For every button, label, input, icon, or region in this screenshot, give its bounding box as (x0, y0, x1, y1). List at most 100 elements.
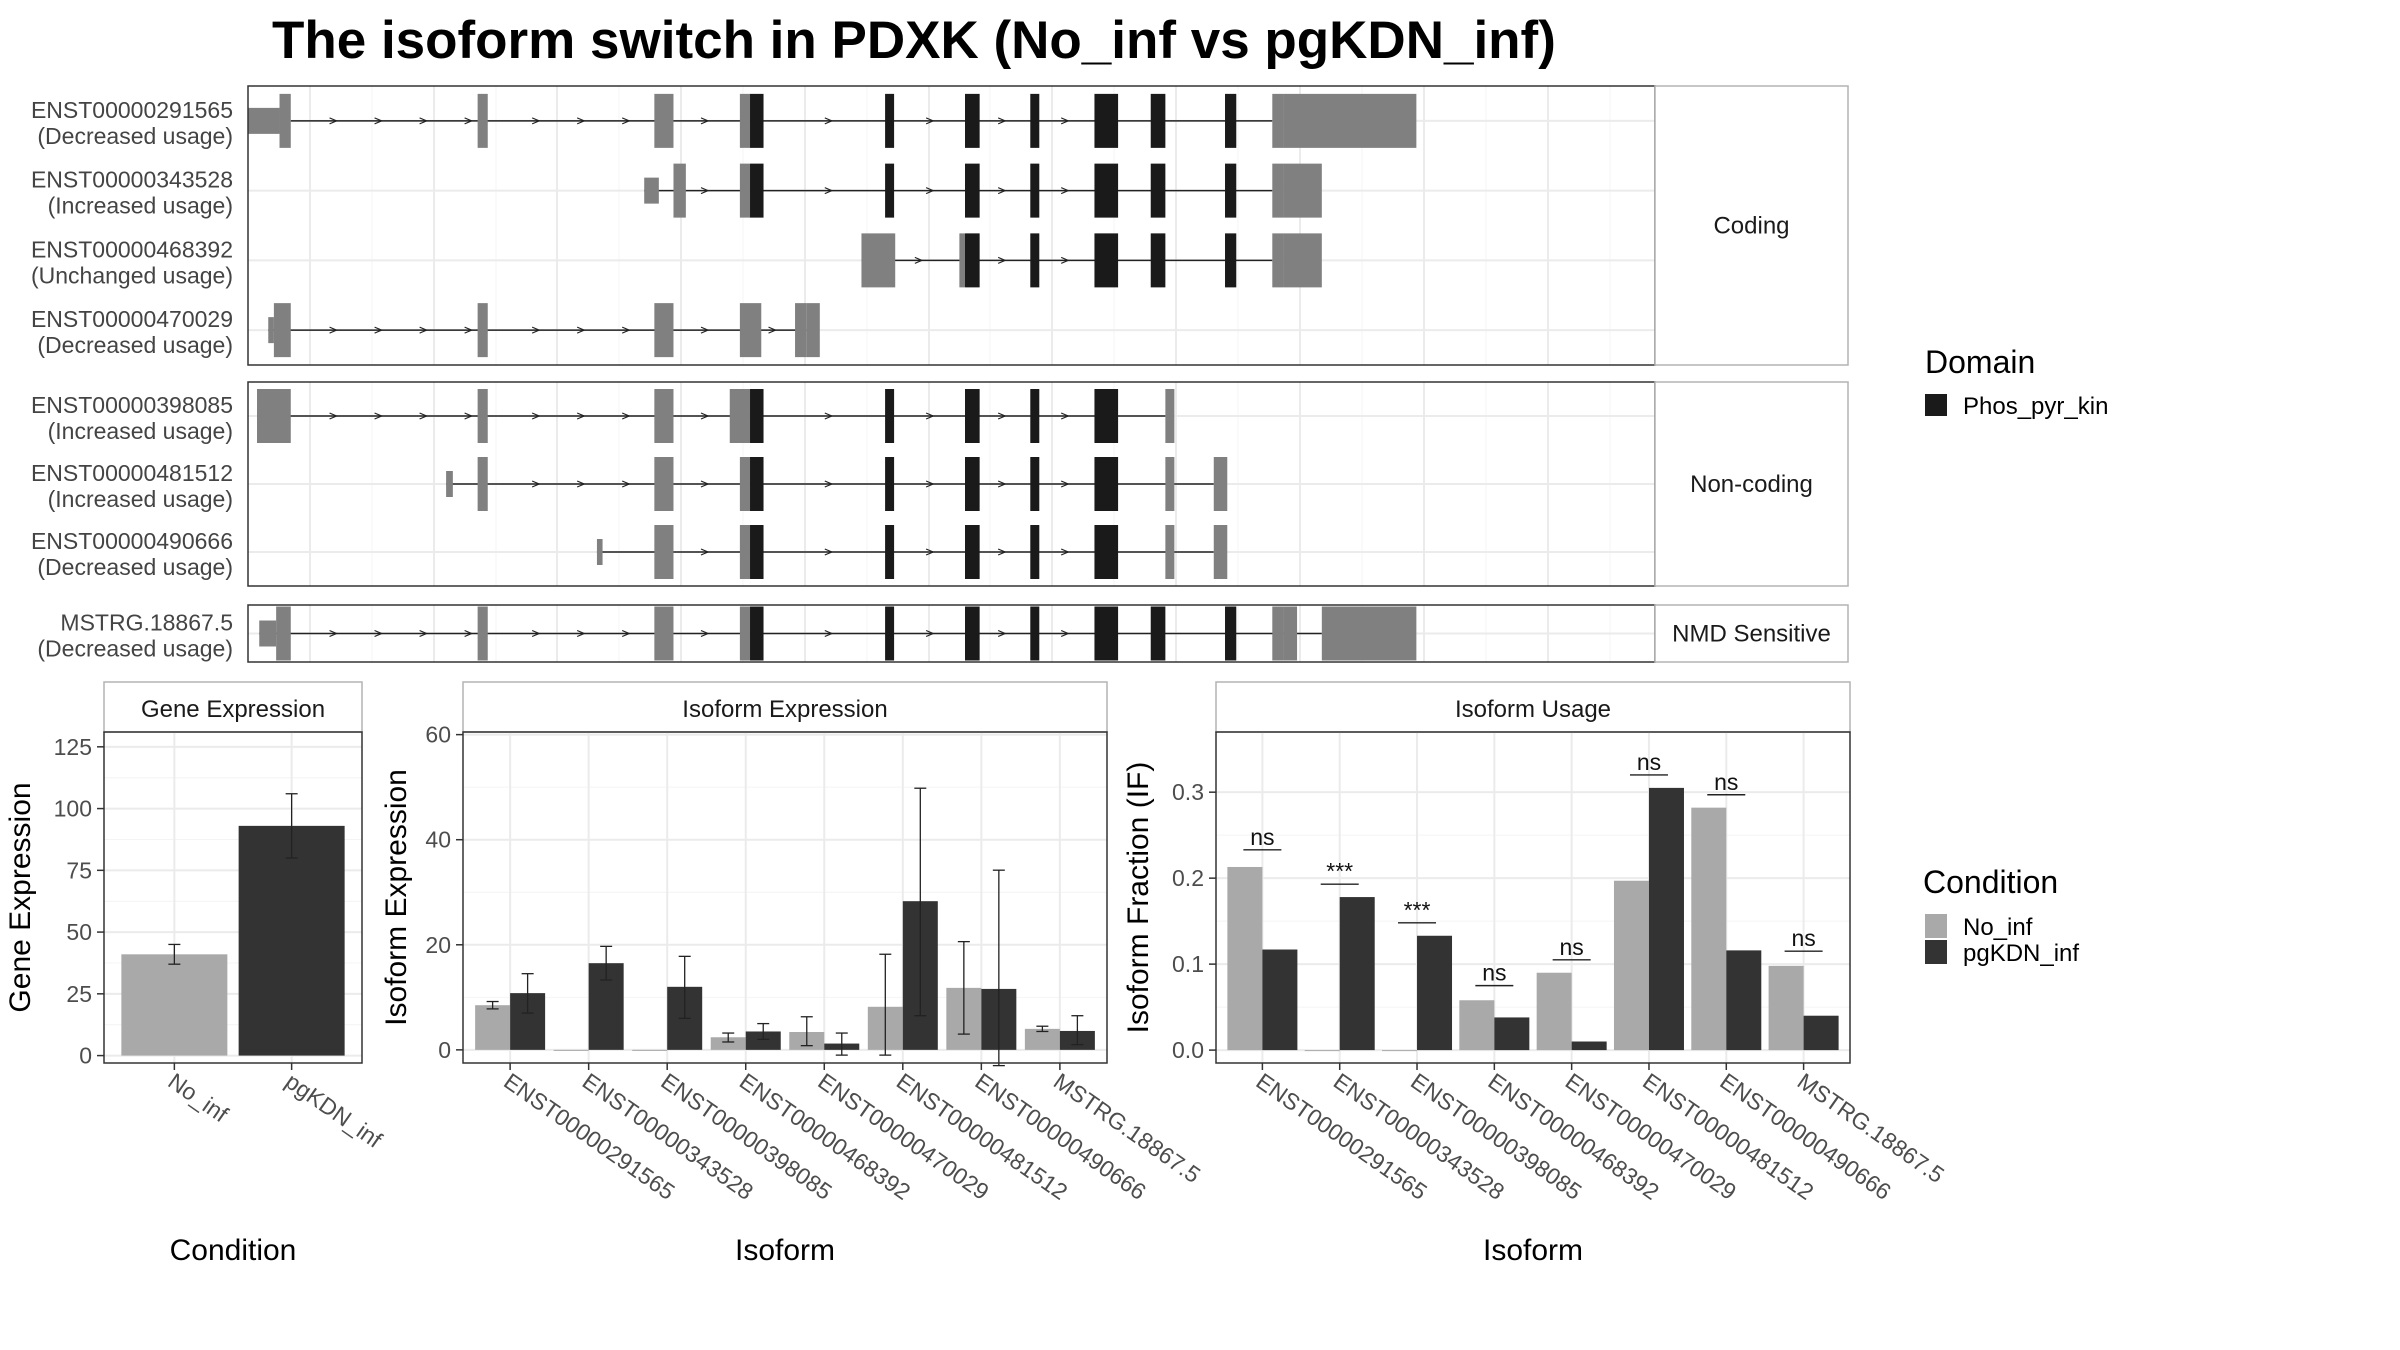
utr-exon (739, 457, 751, 511)
domain-exon (1030, 93, 1040, 148)
domain-exon (965, 163, 980, 218)
utr-exon (279, 93, 291, 148)
utr-exon (959, 233, 966, 288)
intron-arrow (1060, 187, 1070, 195)
domain-exon (1094, 389, 1119, 443)
bar (1262, 949, 1298, 1051)
transcript-id-label: ENST00000398085 (31, 392, 233, 418)
intron-arrow (1060, 480, 1070, 488)
condition-legend-label: No_inf (1963, 914, 2033, 941)
domain-exon (1094, 606, 1119, 661)
intron-arrow (576, 117, 586, 125)
transcript-enst00000468392: ENST00000468392(Unchanged usage) (31, 233, 1655, 288)
transcript-id-label: ENST00000470029 (31, 306, 233, 332)
x-axis-title: Condition (170, 1234, 297, 1267)
intron-arrow (914, 256, 924, 264)
y-tick-label: 0 (438, 1037, 451, 1063)
utr-exon (1213, 457, 1228, 511)
facet-strip-label: Non-coding (1690, 471, 1813, 498)
intron-arrow (329, 412, 339, 420)
intron-arrow (1060, 412, 1070, 420)
utr-exon (644, 177, 659, 204)
intron-arrow (419, 117, 429, 125)
condition-legend-swatch (1925, 914, 1947, 938)
intron-arrow (925, 548, 935, 556)
significance-label: ns (1637, 749, 1661, 775)
significance-label: ns (1714, 769, 1738, 795)
intron-arrow (824, 117, 834, 125)
intron-arrow (621, 326, 631, 334)
bar (475, 1005, 511, 1050)
utr-exon (1272, 606, 1284, 661)
utr-exon (654, 457, 674, 511)
intron-arrow (531, 117, 541, 125)
domain-exon (1094, 457, 1119, 511)
intron-arrow (329, 629, 339, 638)
transcript-enst00000343528: ENST00000343528(Increased usage) (31, 163, 1655, 219)
domain-exon (1030, 606, 1040, 661)
intron-arrow (464, 629, 474, 638)
utr-exon (259, 620, 277, 647)
y-tick-label: 125 (54, 734, 92, 760)
gene-structure-plot: ENST00000291565(Decreased usage)ENST0000… (31, 85, 1849, 663)
facet-strip-label: Gene Expression (141, 696, 325, 723)
intron-arrow (531, 629, 541, 638)
utr-exon (1272, 233, 1284, 288)
intron-arrow (700, 629, 710, 638)
domain-exon (1094, 163, 1119, 218)
intron-arrow (621, 480, 631, 488)
intron-arrow (374, 326, 384, 334)
significance-label: ns (1560, 934, 1584, 960)
utr-exon (739, 525, 751, 579)
utr-exon (1283, 606, 1298, 661)
y-axis-title: Gene Expression (4, 782, 37, 1012)
facet-strip-label: Isoform Usage (1455, 696, 1611, 723)
intron-arrow (997, 629, 1007, 638)
utr-exon (729, 389, 751, 443)
utr-exon (739, 606, 751, 661)
transcript-id-label: ENST00000490666 (31, 528, 233, 554)
transcript-id-label: ENST00000343528 (31, 167, 233, 193)
utr-exon (1213, 525, 1228, 579)
utr-exon (654, 606, 674, 661)
intron-arrow (464, 117, 474, 125)
utr-exon (795, 303, 807, 358)
bar (238, 825, 345, 1056)
transcript-enst00000490666: ENST00000490666(Decreased usage) (31, 525, 1655, 580)
domain-exon (1225, 93, 1237, 148)
domain-exon (1150, 163, 1166, 218)
y-tick-label: 60 (425, 722, 451, 748)
utr-exon (1283, 93, 1417, 148)
utr-exon (1283, 163, 1322, 218)
intron-arrow (997, 256, 1007, 264)
domain-exon (750, 163, 764, 218)
domain-exon (750, 525, 764, 579)
domain-exon (750, 457, 764, 511)
intron-arrow (997, 480, 1007, 488)
bar (1536, 972, 1572, 1051)
domain-exon (1094, 525, 1119, 579)
domain-exon (1150, 606, 1166, 661)
bar (632, 1049, 668, 1051)
domain-exon (885, 457, 895, 511)
bar (1459, 1000, 1495, 1051)
intron-arrow (419, 412, 429, 420)
transcript-usage-label: (Unchanged usage) (31, 262, 233, 288)
intron-arrow (925, 117, 935, 125)
domain-exon (1225, 606, 1237, 661)
x-tick-label: No_inf (163, 1068, 233, 1128)
intron-arrow (329, 117, 339, 125)
intron-arrow (576, 412, 586, 420)
utr-exon (596, 539, 603, 565)
utr-exon (1165, 457, 1175, 511)
x-axis-title: Isoform (1483, 1234, 1583, 1267)
y-tick-label: 0.0 (1172, 1037, 1204, 1063)
intron-arrow (464, 412, 474, 420)
intron-arrow (419, 326, 429, 334)
condition-legend-swatch (1925, 940, 1947, 964)
significance-label: ns (1791, 925, 1815, 951)
bar (710, 1037, 746, 1050)
utr-exon (673, 163, 686, 218)
domain-exon (1225, 163, 1237, 218)
